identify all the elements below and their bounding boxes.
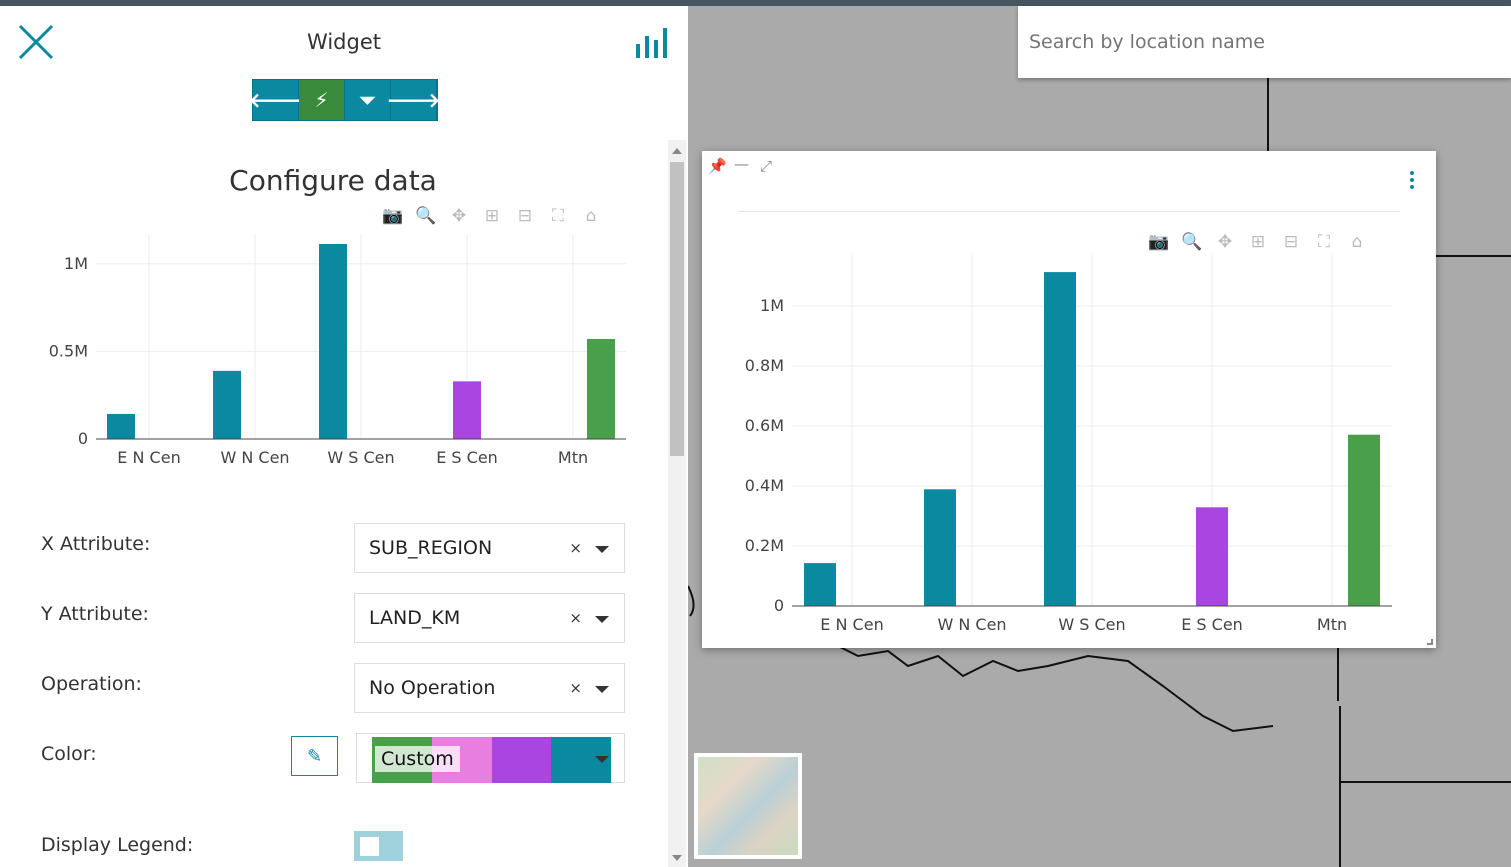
x-tick-label: E S Cen: [1181, 615, 1243, 634]
clear-icon[interactable]: ×: [569, 679, 582, 697]
top-bar: [0, 0, 1511, 6]
bar-chart-icon[interactable]: [634, 26, 670, 60]
next-button[interactable]: 🡒: [387, 80, 440, 120]
y-attribute-select[interactable]: LAND_KM ×: [354, 593, 625, 643]
display-legend-label: Display Legend:: [41, 834, 194, 856]
location-search-input[interactable]: [1018, 6, 1511, 78]
y-tick-label: 0.2M: [745, 536, 784, 555]
pin-icon[interactable]: 📌: [708, 157, 727, 175]
arrow-right-icon: 🡒: [386, 88, 441, 112]
back-button[interactable]: 🡐: [249, 80, 302, 120]
popup-chart[interactable]: E N Cen W N Cen W S Cen E S Cen Mtn 0 0.2M 0.4M…: [702, 241, 1436, 641]
color-scheme-value: Custom: [375, 746, 460, 772]
y-attribute-value: LAND_KM: [369, 607, 461, 629]
expand-icon[interactable]: ⤢: [760, 157, 773, 175]
configure-data-heading: Configure data: [229, 164, 437, 197]
camera-icon[interactable]: 📷: [382, 206, 404, 226]
connect-data-button[interactable]: ⚡: [299, 80, 345, 120]
x-tick-label: W S Cen: [1058, 615, 1125, 634]
zoom-out-icon[interactable]: ⊟: [1283, 232, 1299, 252]
bar: [1196, 507, 1228, 606]
panel-scrollbar[interactable]: [668, 140, 686, 867]
x-attribute-select[interactable]: SUB_REGION ×: [354, 523, 625, 573]
y-tick-label: 0: [78, 429, 88, 448]
bar: [924, 489, 956, 606]
minimize-icon[interactable]: —: [734, 155, 749, 173]
zoom-in-icon[interactable]: ⊞: [1250, 232, 1266, 252]
zoom-out-icon[interactable]: ⊟: [517, 206, 533, 226]
color-scheme-select[interactable]: Custom: [356, 733, 625, 783]
y-tick-label: 0.5M: [49, 341, 88, 360]
widget-panel: Widget 🡐 ⚡ ⏷ 🡒 Configure data 📷 🔍 ✥ ⊞ ⊟ ⛶ ⌂ E …: [0, 6, 688, 867]
y-tick-label: 0.8M: [745, 356, 784, 375]
filter-button[interactable]: ⏷: [345, 80, 391, 120]
bar: [804, 563, 836, 606]
autoscale-icon[interactable]: ⛶: [1318, 232, 1330, 252]
resize-handle[interactable]: [1427, 639, 1433, 645]
clear-icon[interactable]: ×: [569, 609, 582, 627]
y-tick-label: 0.4M: [745, 476, 784, 495]
edit-color-button[interactable]: ✎: [291, 736, 338, 776]
x-tick-label: E N Cen: [820, 615, 883, 634]
display-legend-toggle[interactable]: [354, 831, 403, 861]
zoom-icon[interactable]: 🔍: [415, 206, 437, 226]
autoscale-icon[interactable]: ⛶: [552, 206, 564, 226]
bar: [1348, 434, 1380, 606]
zoom-in-icon[interactable]: ⊞: [484, 206, 500, 226]
x-tick-label: E N Cen: [117, 448, 180, 467]
operation-label: Operation:: [41, 673, 142, 695]
zoom-icon[interactable]: 🔍: [1181, 232, 1203, 252]
pencil-icon: ✎: [306, 745, 323, 767]
bar: [107, 413, 135, 439]
chart-popup: 📌 — ⤢ 📷 🔍 ✥ ⊞ ⊟ ⛶ ⌂ E N Cen W N Cen W S Cen E S C…: [702, 151, 1436, 648]
filter-icon: ⏷: [359, 88, 376, 112]
chevron-down-icon[interactable]: [595, 686, 609, 693]
color-label: Color:: [41, 743, 97, 765]
x-tick-label: Mtn: [558, 448, 588, 467]
pan-icon[interactable]: ✥: [451, 206, 467, 226]
y-tick-label: 1M: [64, 254, 88, 273]
bar: [587, 338, 615, 439]
bar: [1044, 272, 1076, 606]
y-attribute-label: Y Attribute:: [41, 603, 149, 625]
chevron-down-icon[interactable]: [595, 546, 609, 553]
x-attribute-value: SUB_REGION: [369, 537, 493, 559]
panel-title: Widget: [307, 30, 381, 54]
bar: [213, 370, 241, 439]
camera-icon[interactable]: 📷: [1148, 232, 1170, 252]
popup-modebar: 📷 🔍 ✥ ⊞ ⊟ ⛶ ⌂: [1148, 232, 1368, 252]
clear-icon[interactable]: ×: [569, 539, 582, 557]
bar: [453, 381, 481, 439]
y-tick-label: 0.6M: [745, 416, 784, 435]
x-tick-label: W N Cen: [220, 448, 289, 467]
bar: [319, 243, 347, 439]
chevron-down-icon[interactable]: [595, 756, 609, 763]
x-tick-label: W N Cen: [937, 615, 1006, 634]
x-attribute-label: X Attribute:: [41, 533, 151, 555]
pan-icon[interactable]: ✥: [1217, 232, 1233, 252]
x-tick-label: Mtn: [1317, 615, 1347, 634]
arrow-left-icon: 🡐: [248, 88, 303, 112]
map-boundaries: [688, 78, 1511, 867]
wizard-nav: 🡐 ⚡ ⏷ 🡒: [249, 79, 440, 121]
y-tick-label: 0: [774, 596, 784, 615]
close-icon[interactable]: [18, 24, 54, 60]
preview-chart[interactable]: E N Cen W N Cen W S Cen E S Cen Mtn 0 0.5M 1M: [0, 216, 660, 476]
more-options-icon[interactable]: [1410, 171, 1414, 192]
chevron-down-icon[interactable]: [595, 616, 609, 623]
home-icon[interactable]: ⌂: [1351, 232, 1363, 252]
x-tick-label: E S Cen: [436, 448, 498, 467]
operation-select[interactable]: No Operation ×: [354, 663, 625, 713]
operation-value: No Operation: [369, 677, 496, 699]
preview-modebar: 📷 🔍 ✥ ⊞ ⊟ ⛶ ⌂: [382, 206, 602, 226]
y-tick-label: 1M: [760, 296, 784, 315]
color-swatch: [491, 737, 552, 783]
x-tick-label: W S Cen: [327, 448, 394, 467]
basemap-thumbnail[interactable]: [694, 753, 802, 859]
plug-icon: ⚡: [314, 88, 329, 112]
home-icon[interactable]: ⌂: [585, 206, 597, 226]
